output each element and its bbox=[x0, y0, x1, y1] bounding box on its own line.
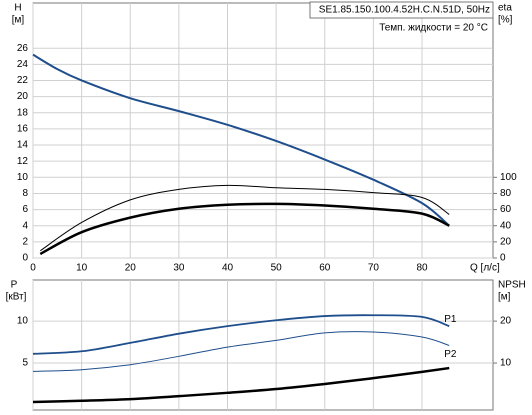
y-tick-label: 14 bbox=[17, 140, 29, 151]
x-tick-label: 70 bbox=[368, 263, 380, 274]
curve bbox=[39, 202, 450, 256]
y-tick-label: 26 bbox=[17, 43, 29, 54]
y2-axis-unit: [%] bbox=[498, 15, 513, 26]
curve bbox=[32, 366, 450, 404]
curve bbox=[40, 184, 450, 252]
y-tick-label: 10 bbox=[17, 172, 29, 183]
y2-axis-label: eta bbox=[498, 3, 512, 14]
x-tick-label: 20 bbox=[125, 263, 137, 274]
curve bbox=[32, 53, 450, 227]
y2-tick-label: 20 bbox=[500, 316, 512, 327]
x-tick-label: 80 bbox=[416, 263, 428, 274]
x-axis-label: Q [л/с] bbox=[470, 263, 500, 274]
x-tick-label: 40 bbox=[222, 263, 234, 274]
y-tick-label: 8 bbox=[22, 188, 28, 199]
x-tick-label: 10 bbox=[76, 263, 88, 274]
y-tick-label: 24 bbox=[17, 59, 29, 70]
plot-frame bbox=[32, 2, 494, 259]
curve bbox=[32, 331, 450, 372]
y-tick-label: 6 bbox=[22, 204, 28, 215]
chart-title: SE1.85.150.100.4.52H.C.N.51D, 50Hz bbox=[319, 5, 490, 16]
y-tick-label: 16 bbox=[17, 124, 29, 135]
y2-tick-label: 40 bbox=[500, 220, 512, 231]
y2-tick-label: 100 bbox=[500, 172, 517, 183]
x-tick-label: 30 bbox=[173, 263, 185, 274]
x-tick-label: 60 bbox=[319, 263, 331, 274]
y-axis-label: P bbox=[11, 280, 18, 291]
y2-tick-label: 60 bbox=[500, 204, 512, 215]
x-tick-label: 50 bbox=[271, 263, 283, 274]
y-axis-unit: [м] bbox=[12, 15, 25, 26]
y2-axis-label: NPSH bbox=[498, 280, 526, 291]
y-tick-label: 10 bbox=[17, 316, 29, 327]
series-label: P1 bbox=[444, 314, 457, 325]
series-label: P2 bbox=[444, 349, 457, 360]
y-tick-label: 4 bbox=[22, 220, 28, 231]
y-tick-label: 5 bbox=[22, 358, 28, 369]
title-box bbox=[309, 1, 494, 19]
y-tick-label: 2 bbox=[22, 237, 28, 248]
curve bbox=[32, 314, 450, 355]
y-tick-label: 20 bbox=[17, 91, 29, 102]
x-tick-label: 0 bbox=[30, 263, 36, 274]
annotation: Темп. жидкости = 20 °C bbox=[379, 23, 488, 34]
y-axis-label: H bbox=[14, 3, 21, 14]
y2-tick-label: 80 bbox=[500, 188, 512, 199]
y-tick-label: 22 bbox=[17, 75, 29, 86]
y-tick-label: 0 bbox=[22, 253, 28, 264]
y-tick-label: 12 bbox=[17, 156, 29, 167]
y-tick-label: 18 bbox=[17, 107, 29, 118]
y-axis-unit: [кВт] bbox=[6, 292, 27, 303]
y2-tick-label: 0 bbox=[500, 253, 506, 264]
y2-axis-unit: [м] bbox=[498, 292, 511, 303]
y2-tick-label: 20 bbox=[500, 237, 512, 248]
y2-tick-label: 10 bbox=[500, 358, 512, 369]
